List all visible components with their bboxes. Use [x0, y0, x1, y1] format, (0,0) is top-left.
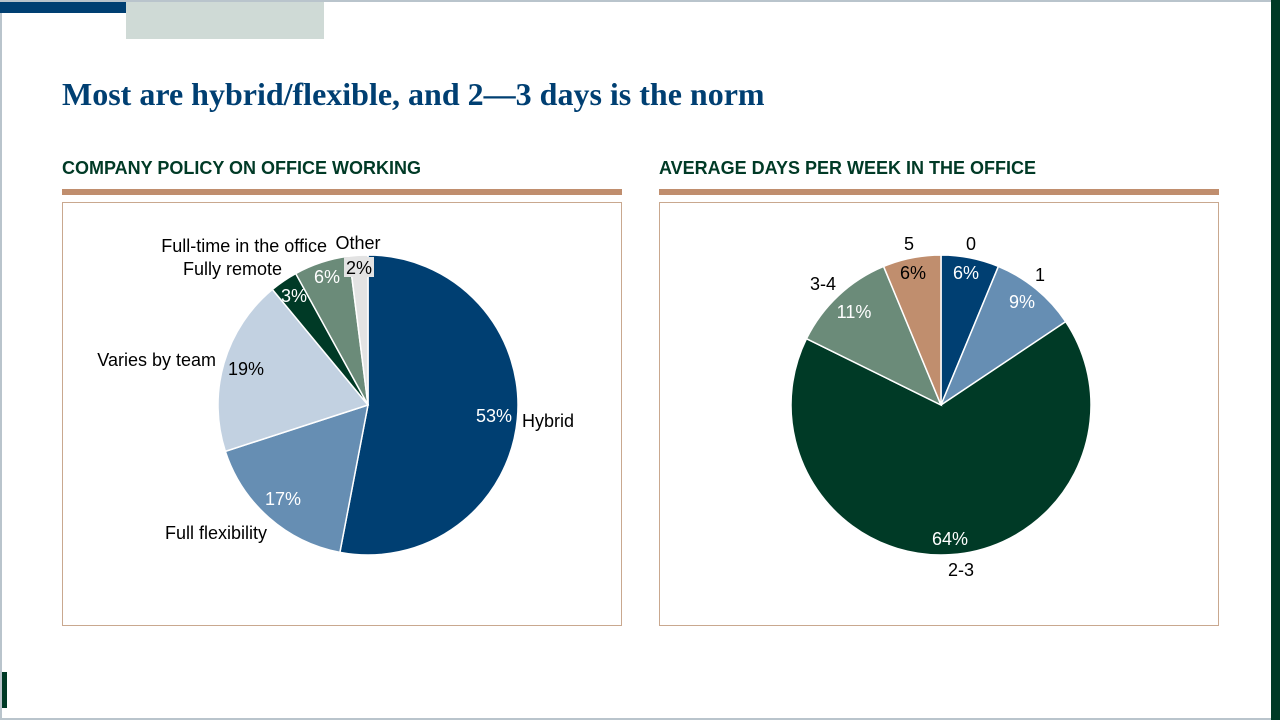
policy-chart-panel: 53% Hybrid 17% Full flexibility 19% Varies by… [62, 202, 622, 626]
policy-value-label-full-flexibility: 17% [265, 489, 301, 509]
policy-category-label-full-time-in-the-office: Full-time in the office [161, 236, 327, 256]
accent-bar-right [1271, 0, 1280, 720]
policy-heading-rule [62, 189, 622, 195]
policy-slice-hybrid [339, 254, 519, 556]
policy-slice-other [348, 254, 369, 406]
accent-block-top [126, 2, 324, 39]
policy-category-label-other: Other [335, 233, 380, 253]
policy-slice-full-flexibility [224, 403, 369, 554]
days-chart-heading: AVERAGE DAYS PER WEEK IN THE OFFICE [659, 158, 1037, 178]
days-value-label-2-3: 64% [932, 529, 968, 549]
policy-category-label-varies-by-team: Varies by team [97, 350, 216, 370]
policy-value-label-varies-by-team: 19% [228, 359, 264, 379]
policy-value-label-full-time-in-the-office: 6% [314, 267, 340, 287]
days-value-label-3-4: 11% [837, 302, 872, 322]
days-category-label-1: 1 [1035, 265, 1045, 285]
policy-slices [217, 254, 519, 556]
accent-bar-left [2, 672, 7, 708]
policy-chart-heading: COMPANY POLICY ON OFFICE WORKING [62, 158, 422, 178]
accent-bar-top [0, 2, 236, 13]
policy-pct-bg-other [344, 257, 374, 277]
days-slices [790, 254, 1092, 556]
policy-value-label-hybrid: 53% [476, 406, 512, 426]
days-category-label-5: 5 [904, 234, 914, 254]
days-category-label-2-3: 2-3 [948, 560, 974, 580]
days-value-label-5: 6% [900, 263, 926, 283]
days-category-label-0: 0 [966, 234, 976, 254]
days-chart-panel: 6% 0 9% 1 64% 2-3 11% 3-4 6% 5 [659, 202, 1219, 626]
days-value-label-1: 9% [1009, 292, 1035, 312]
days-category-label-3-4: 3-4 [810, 274, 836, 294]
policy-category-label-fully-remote: Fully remote [183, 259, 282, 279]
policy-pie-chart: 53% Hybrid 17% Full flexibility 19% Varies by… [97, 233, 574, 556]
policy-value-label-fully-remote: 3% [281, 286, 307, 306]
days-slice-3-4 [805, 265, 943, 407]
policy-value-label-other: 2% [346, 258, 372, 278]
policy-slice-varies-by-team [217, 288, 370, 453]
days-slice-5 [882, 254, 942, 406]
policy-category-label-hybrid: Hybrid [522, 411, 574, 431]
days-pie-chart: 6% 0 9%1 64% 2-3 11%3-4 6% 5 [790, 234, 1092, 580]
days-slice-2-3 [790, 320, 1092, 556]
days-slice-1 [939, 265, 1067, 407]
days-value-label-0: 6% [953, 263, 979, 283]
slide-title: Most are hybrid/flexible, and 2—3 days i… [62, 76, 765, 112]
policy-category-label-full-flexibility: Full flexibility [165, 523, 267, 543]
policy-labels: 53% Hybrid 17% Full flexibility 19% Varies by… [97, 233, 574, 543]
days-heading-rule [659, 189, 1219, 195]
days-labels: 6% 0 9%1 64% 2-3 11%3-4 6% 5 [810, 234, 1045, 580]
